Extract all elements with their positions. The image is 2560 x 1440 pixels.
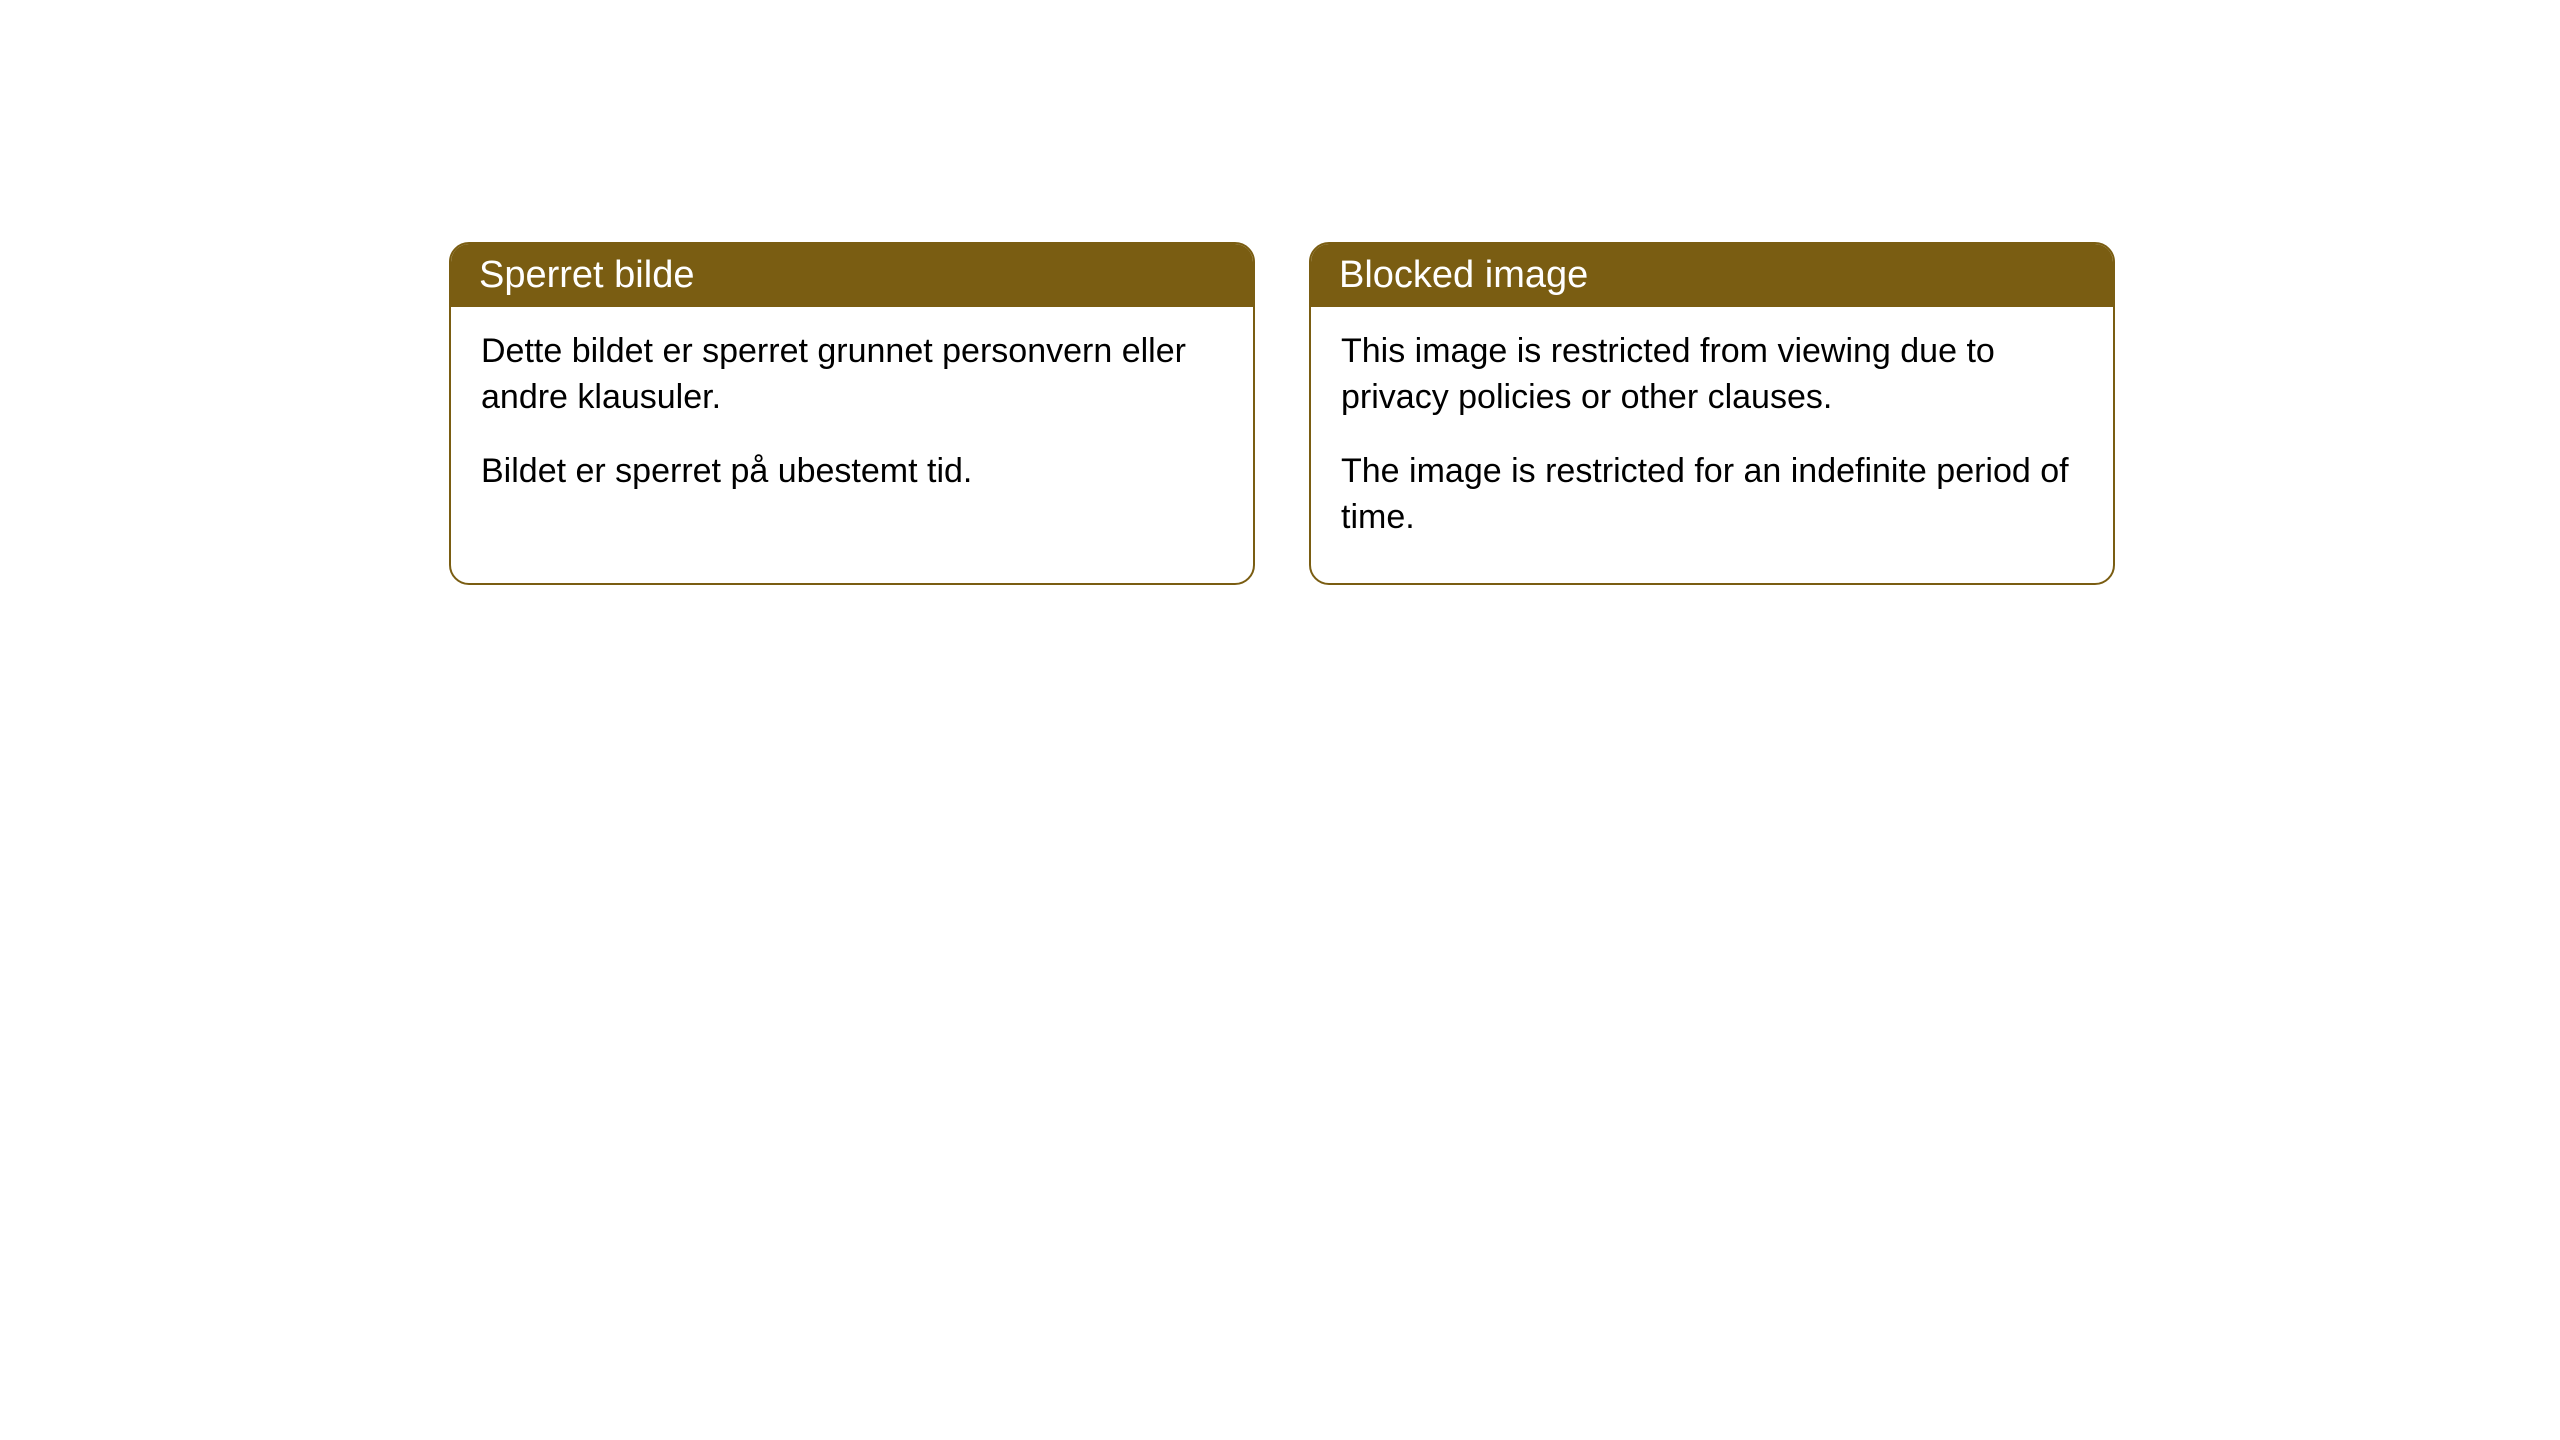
card-body-english: This image is restricted from viewing du…: [1311, 307, 2113, 583]
card-header-norwegian: Sperret bilde: [451, 244, 1253, 307]
card-title-english: Blocked image: [1339, 254, 1588, 296]
card-paragraph-2-english: The image is restricted for an indefinit…: [1341, 449, 2083, 541]
card-body-norwegian: Dette bildet er sperret grunnet personve…: [451, 307, 1253, 537]
blocked-image-card-english: Blocked image This image is restricted f…: [1309, 242, 2115, 585]
card-paragraph-1-norwegian: Dette bildet er sperret grunnet personve…: [481, 329, 1223, 421]
notice-cards-container: Sperret bilde Dette bildet er sperret gr…: [449, 242, 2115, 585]
card-title-norwegian: Sperret bilde: [479, 254, 694, 296]
card-paragraph-2-norwegian: Bildet er sperret på ubestemt tid.: [481, 449, 1223, 495]
card-header-english: Blocked image: [1311, 244, 2113, 307]
blocked-image-card-norwegian: Sperret bilde Dette bildet er sperret gr…: [449, 242, 1255, 585]
card-paragraph-1-english: This image is restricted from viewing du…: [1341, 329, 2083, 421]
